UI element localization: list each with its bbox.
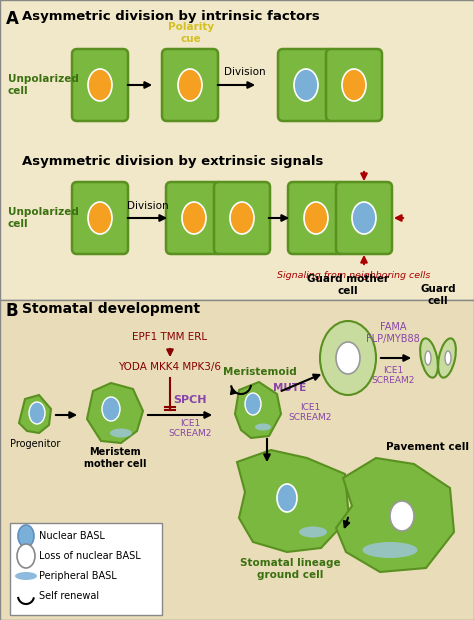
Text: Unpolarized
cell: Unpolarized cell [8,207,79,229]
Ellipse shape [420,339,438,378]
Bar [0,0,474,300]
Polygon shape [19,395,51,433]
Ellipse shape [363,542,418,558]
Text: Meristem
mother cell: Meristem mother cell [84,447,146,469]
Polygon shape [87,383,143,443]
Text: Stomatal development: Stomatal development [22,302,200,316]
Ellipse shape [17,544,35,568]
Text: Peripheral BASL: Peripheral BASL [39,571,117,581]
FancyBboxPatch shape [278,49,334,121]
Ellipse shape [425,351,431,365]
Ellipse shape [178,69,202,101]
FancyBboxPatch shape [72,49,128,121]
Text: Meristemoid: Meristemoid [223,367,297,377]
FancyBboxPatch shape [72,182,128,254]
FancyBboxPatch shape [326,49,382,121]
Ellipse shape [255,423,271,430]
Text: Guard
cell: Guard cell [420,285,456,306]
Text: Progenitor: Progenitor [10,439,60,449]
FancyBboxPatch shape [214,182,270,254]
Ellipse shape [320,321,376,395]
Polygon shape [235,382,281,438]
FancyBboxPatch shape [336,182,392,254]
Text: Loss of nuclear BASL: Loss of nuclear BASL [39,551,141,561]
Ellipse shape [182,202,206,234]
Ellipse shape [230,202,254,234]
Text: A: A [6,10,19,28]
Text: Guard mother
cell: Guard mother cell [307,275,389,296]
Text: Asymmetric division by extrinsic signals: Asymmetric division by extrinsic signals [22,155,323,168]
Bar [166,53,173,117]
Text: Polarity
cue: Polarity cue [168,22,214,44]
Ellipse shape [299,526,327,538]
Text: Division: Division [127,201,169,211]
Ellipse shape [88,69,112,101]
Ellipse shape [304,202,328,234]
Text: ICE1
SCREAM2: ICE1 SCREAM2 [371,366,415,386]
Text: Nuclear BASL: Nuclear BASL [39,531,105,541]
Text: Division: Division [224,67,266,77]
Text: ICE1
SCREAM2: ICE1 SCREAM2 [168,419,212,438]
Ellipse shape [390,501,414,531]
Text: MUTE: MUTE [273,383,307,393]
Text: B: B [6,302,18,320]
Ellipse shape [445,351,451,365]
Ellipse shape [15,572,37,580]
Ellipse shape [245,393,261,415]
FancyBboxPatch shape [10,523,162,615]
Text: YODA MKK4 MPK3/6: YODA MKK4 MPK3/6 [118,362,221,372]
Text: EPF1 TMM ERL: EPF1 TMM ERL [132,332,208,342]
Ellipse shape [88,202,112,234]
FancyBboxPatch shape [288,182,344,254]
Text: Signaling from neighboring cells: Signaling from neighboring cells [277,271,431,280]
Polygon shape [336,458,454,572]
Ellipse shape [29,402,45,424]
Bar [0,300,474,620]
Text: Pavement cell: Pavement cell [386,442,470,452]
Ellipse shape [102,397,120,421]
Text: Stomatal lineage
ground cell: Stomatal lineage ground cell [240,558,340,580]
Ellipse shape [110,428,132,438]
Bar [283,53,290,117]
Ellipse shape [336,342,360,374]
Ellipse shape [352,202,376,234]
Text: ICE1
SCREAM2: ICE1 SCREAM2 [288,403,332,422]
Ellipse shape [438,339,456,378]
Ellipse shape [18,525,34,547]
Text: FAMA
FLP/MYB88: FAMA FLP/MYB88 [366,322,420,344]
Text: SPCH: SPCH [173,395,207,405]
Ellipse shape [294,69,318,101]
Ellipse shape [342,69,366,101]
Text: Asymmetric division by intrinsic factors: Asymmetric division by intrinsic factors [22,10,320,23]
Ellipse shape [277,484,297,512]
Text: Self renewal: Self renewal [39,591,99,601]
Text: Unpolarized
cell: Unpolarized cell [8,74,79,96]
FancyBboxPatch shape [166,182,222,254]
Polygon shape [237,450,349,552]
FancyBboxPatch shape [162,49,218,121]
